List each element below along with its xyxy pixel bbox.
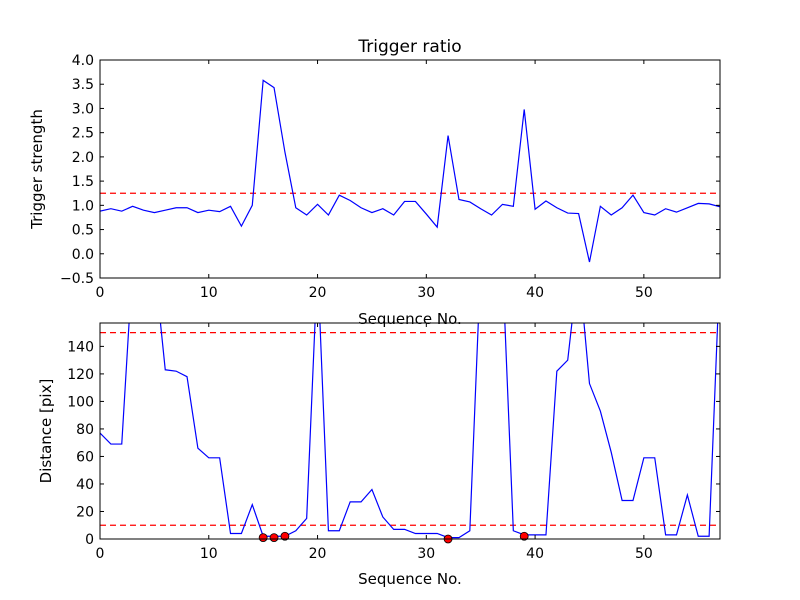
bottom-xlabel: Sequence No.	[358, 570, 462, 588]
x-tick-label: 10	[200, 285, 218, 301]
y-tick-label: 120	[67, 367, 94, 383]
y-tick-label: 4.0	[72, 53, 94, 69]
bottom-ylabel: Distance [pix]	[37, 379, 55, 484]
y-tick-label: −0.5	[60, 271, 94, 287]
y-tick-label: 20	[76, 504, 94, 520]
x-tick-label: 20	[309, 546, 327, 562]
trigger-ratio-plot: 0 10 20 30 40 50 −0.5 0.0 0.5 1.0 1.5 2.0 2.5 3.0 3.5 4…	[60, 53, 721, 301]
x-tick-label: 20	[309, 285, 327, 301]
top-ylabel: Trigger strength	[28, 109, 46, 230]
data-point	[269, 533, 279, 543]
y-tick-label: 0	[85, 532, 94, 548]
x-tick-label: 0	[96, 546, 105, 562]
x-tick-label: 0	[96, 285, 105, 301]
y-tick-label: 3.0	[72, 101, 94, 117]
top-xlabel: Sequence No.	[358, 310, 462, 328]
plot-frame	[99, 59, 721, 279]
series-line-0	[100, 79, 720, 263]
y-tick-label: 100	[67, 394, 94, 410]
plot-frame	[99, 322, 721, 540]
y-tick-label: 80	[76, 422, 94, 438]
data-point	[519, 531, 529, 541]
y-tick-label: 140	[67, 339, 94, 355]
x-tick-label: 10	[200, 546, 218, 562]
y-tick-label: 40	[76, 477, 94, 493]
x-tick-label: 40	[526, 285, 544, 301]
x-tick-label: 30	[417, 546, 435, 562]
data-point	[258, 533, 268, 543]
x-tick-label: 30	[417, 285, 435, 301]
data-point	[280, 531, 290, 541]
x-tick-label: 50	[635, 546, 653, 562]
x-tick-label: 40	[526, 546, 544, 562]
distance-plot: 0 10 20 30 40 50 0 20 40 60 80 100 120 140	[67, 322, 721, 562]
y-tick-label: 1.0	[72, 198, 94, 214]
y-tick-label: 0.5	[72, 223, 94, 239]
y-tick-label: 1.5	[72, 174, 94, 190]
y-tick-label: 2.0	[72, 150, 94, 166]
y-tick-label: 60	[76, 449, 94, 465]
y-tick-label: 2.5	[72, 126, 94, 142]
series-line-0	[100, 323, 719, 539]
y-tick-label: 0.0	[72, 247, 94, 263]
y-tick-label: 3.5	[72, 77, 94, 93]
top-title: Trigger ratio	[357, 37, 461, 57]
x-tick-label: 50	[635, 285, 653, 301]
